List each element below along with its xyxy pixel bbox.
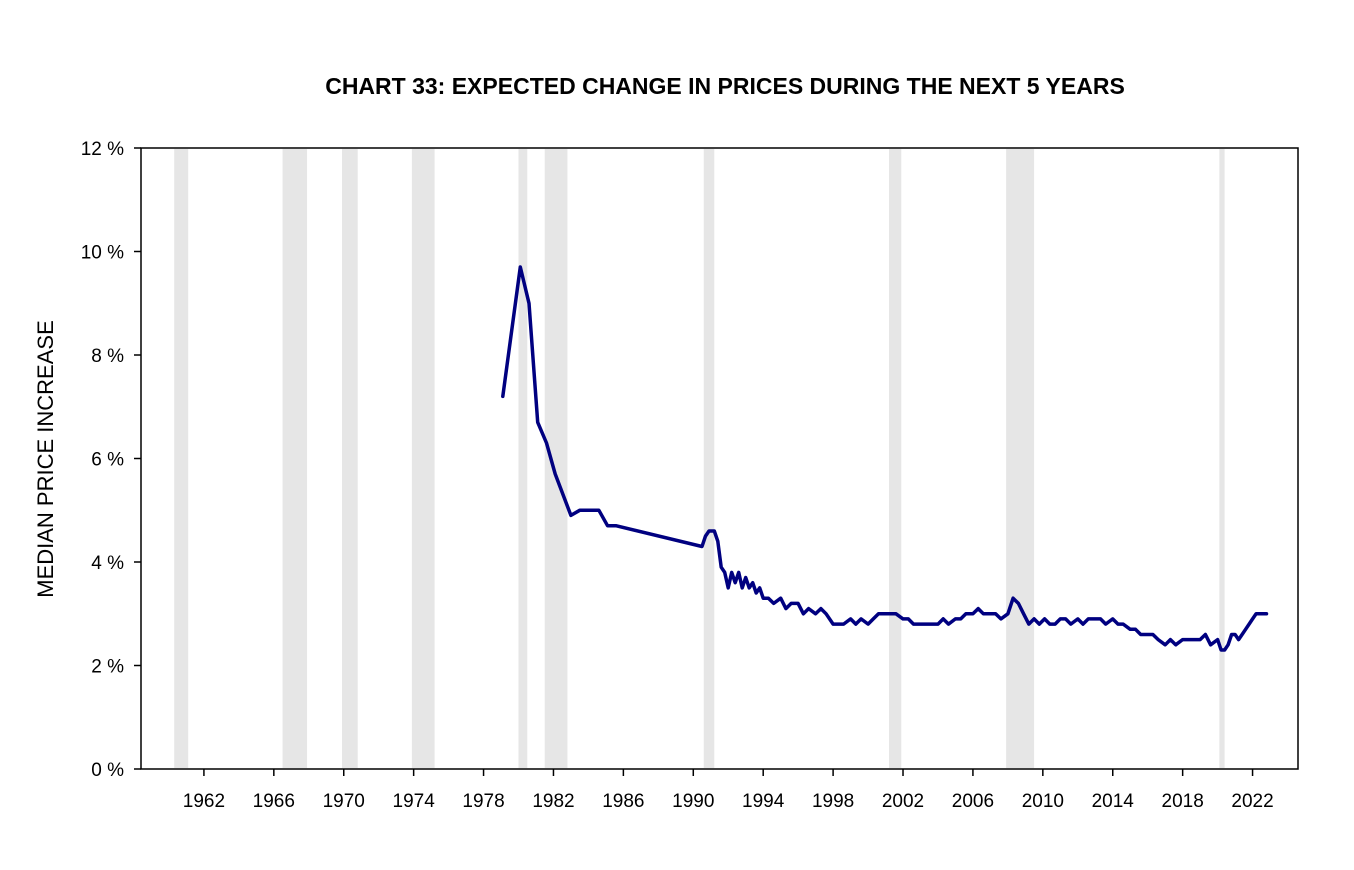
recession-band-3 <box>411 149 435 768</box>
x-tick-label: 1998 <box>812 791 854 812</box>
recession-band-7 <box>889 149 902 768</box>
y-tick-label: 10 % <box>81 243 124 264</box>
recession-band-5 <box>544 149 568 768</box>
x-tick-label: 1978 <box>462 791 504 812</box>
series-layer <box>501 265 1269 652</box>
x-tick-label: 2010 <box>1022 791 1064 812</box>
x-tick-label: 1994 <box>742 791 785 812</box>
x-axis: 1962 1966 1970 1974 1978 1982 1986 1990 1994 1998… <box>183 769 1274 812</box>
recession-band-0 <box>174 149 189 768</box>
x-tick-label: 1970 <box>323 791 365 812</box>
recession-band-9 <box>1219 149 1225 768</box>
recession-band-2 <box>341 149 358 768</box>
y-tick-label: 4 % <box>91 553 124 574</box>
chart-title: CHART 33: EXPECTED CHANGE IN PRICES DURI… <box>325 73 1125 99</box>
recession-band-1 <box>282 149 308 768</box>
y-tick-label: 2 % <box>91 657 124 678</box>
x-tick-label: 1974 <box>393 791 436 812</box>
recession-band-4 <box>518 149 528 768</box>
y-tick-label: 0 % <box>91 760 124 781</box>
x-tick-label: 2006 <box>952 791 994 812</box>
x-tick-label: 1982 <box>532 791 574 812</box>
x-tick-label: 1986 <box>602 791 644 812</box>
x-tick-label: 2014 <box>1092 791 1135 812</box>
recession-band-6 <box>703 149 715 768</box>
x-tick-label: 1966 <box>253 791 295 812</box>
recession-bands <box>174 149 1225 768</box>
plot-area-frame <box>140 147 1299 770</box>
x-tick-label: 2002 <box>882 791 924 812</box>
x-tick-label: 1990 <box>672 791 714 812</box>
x-tick-label: 2022 <box>1231 791 1273 812</box>
y-axis: 0 % 2 % 4 % 6 % 8 % 10 % 12 % <box>81 139 141 781</box>
x-tick-label: 2018 <box>1162 791 1204 812</box>
x-tick-label: 1962 <box>183 791 225 812</box>
series-line-0 <box>501 265 1269 652</box>
y-tick-label: 8 % <box>91 346 124 367</box>
y-axis-label: MEDIAN PRICE INCREASE <box>33 320 58 598</box>
y-tick-label: 12 % <box>81 139 124 160</box>
recession-band-8 <box>1006 149 1035 768</box>
y-tick-label: 6 % <box>91 450 124 471</box>
